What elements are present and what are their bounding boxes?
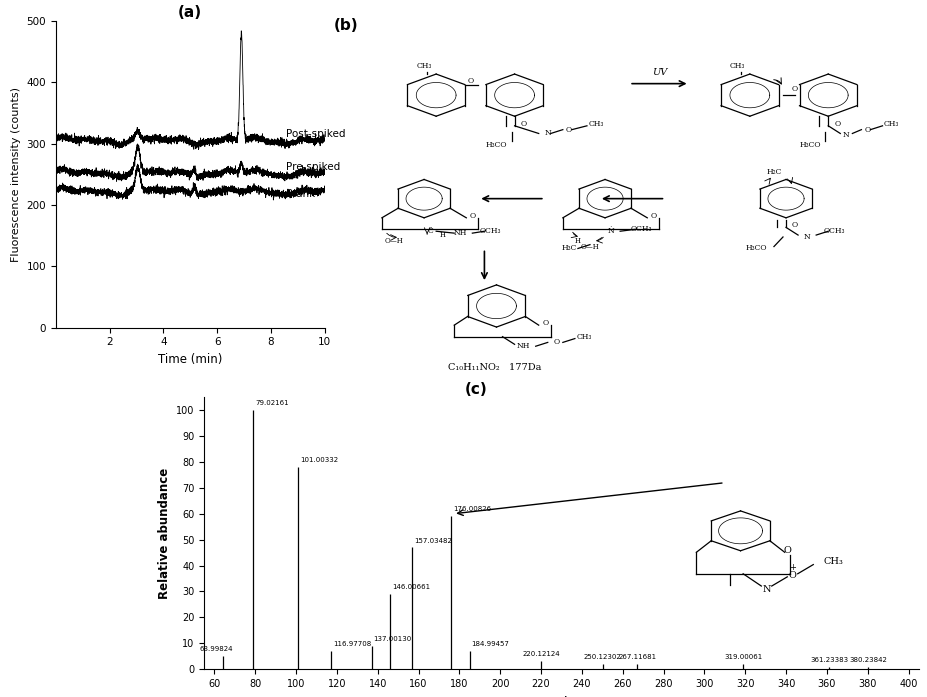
Text: 380.23842: 380.23842 [848, 657, 886, 663]
Text: 267.11681: 267.11681 [617, 654, 655, 660]
Text: 176.00826: 176.00826 [452, 507, 491, 512]
Text: 361.23383: 361.23383 [809, 657, 847, 663]
Text: 79.02161: 79.02161 [255, 400, 288, 406]
Y-axis label: Relative abundance: Relative abundance [158, 468, 171, 599]
Text: N: N [761, 585, 770, 594]
Text: 319.00061: 319.00061 [723, 654, 761, 660]
Text: 157.03482: 157.03482 [414, 537, 451, 544]
Text: N: N [544, 130, 551, 137]
Text: CH₃: CH₃ [823, 557, 843, 566]
Text: O—H: O—H [580, 243, 599, 250]
Title: (c): (c) [464, 382, 487, 397]
Text: (b): (b) [334, 18, 358, 33]
Text: UV: UV [651, 68, 667, 77]
Text: H₃CO: H₃CO [485, 141, 507, 149]
Title: (a): (a) [178, 5, 202, 20]
Text: C̈: C̈ [426, 227, 433, 235]
Text: N: N [842, 132, 849, 139]
Text: O: O [863, 125, 870, 134]
Text: Blank: Blank [286, 189, 314, 199]
Text: 220.12124: 220.12124 [522, 652, 560, 657]
Text: Post-spiked: Post-spiked [286, 130, 345, 139]
Text: OCH₃: OCH₃ [822, 227, 844, 235]
Text: O: O [553, 339, 559, 346]
Text: Ṅ: Ṅ [607, 227, 614, 235]
Text: C₁₀H₁₁NO₂   177Da: C₁₀H₁₁NO₂ 177Da [448, 363, 541, 372]
Text: CH₃: CH₃ [588, 120, 603, 128]
Text: O: O [565, 125, 571, 134]
Text: CH₃: CH₃ [883, 120, 898, 128]
Text: H₃C: H₃C [561, 245, 576, 252]
Text: O: O [788, 571, 795, 580]
Text: NH: NH [516, 342, 529, 350]
Text: O: O [467, 77, 474, 84]
X-axis label: Time (min): Time (min) [158, 353, 222, 366]
Text: O: O [791, 86, 797, 93]
Text: H₃CO: H₃CO [744, 245, 766, 252]
Text: O: O [782, 546, 791, 556]
Text: O: O [833, 120, 840, 128]
Text: H: H [438, 231, 445, 239]
Text: N: N [803, 233, 809, 241]
Text: 137.00130: 137.00130 [374, 636, 412, 642]
Text: 63.99824: 63.99824 [199, 646, 233, 652]
Text: H₂C: H₂C [766, 168, 781, 176]
Y-axis label: Fluorescence intensity (counts): Fluorescence intensity (counts) [11, 86, 20, 262]
Text: H₃CO: H₃CO [798, 141, 820, 149]
Text: O: O [650, 212, 655, 220]
Text: H: H [575, 237, 580, 245]
Text: 116.97708: 116.97708 [333, 641, 371, 647]
Text: CH₃: CH₃ [576, 332, 591, 341]
Text: O: O [469, 212, 475, 220]
Text: O—H: O—H [384, 237, 403, 245]
Text: 146.00661: 146.00661 [391, 584, 429, 590]
Text: OCH₃: OCH₃ [629, 225, 652, 233]
Text: 250.12302: 250.12302 [583, 654, 621, 660]
Text: O: O [542, 319, 549, 327]
Text: 184.99457: 184.99457 [471, 641, 509, 647]
Text: CH₃: CH₃ [730, 63, 744, 70]
Text: 101.00332: 101.00332 [299, 457, 337, 464]
Text: OCH₃: OCH₃ [479, 227, 501, 235]
Text: O: O [791, 222, 797, 229]
Text: NH: NH [453, 229, 466, 237]
Text: CH₃: CH₃ [416, 63, 431, 70]
Text: O: O [520, 120, 527, 128]
Text: Pre-spiked: Pre-spiked [286, 162, 339, 172]
X-axis label: m/z: m/z [549, 694, 573, 697]
Text: +: + [788, 563, 795, 572]
